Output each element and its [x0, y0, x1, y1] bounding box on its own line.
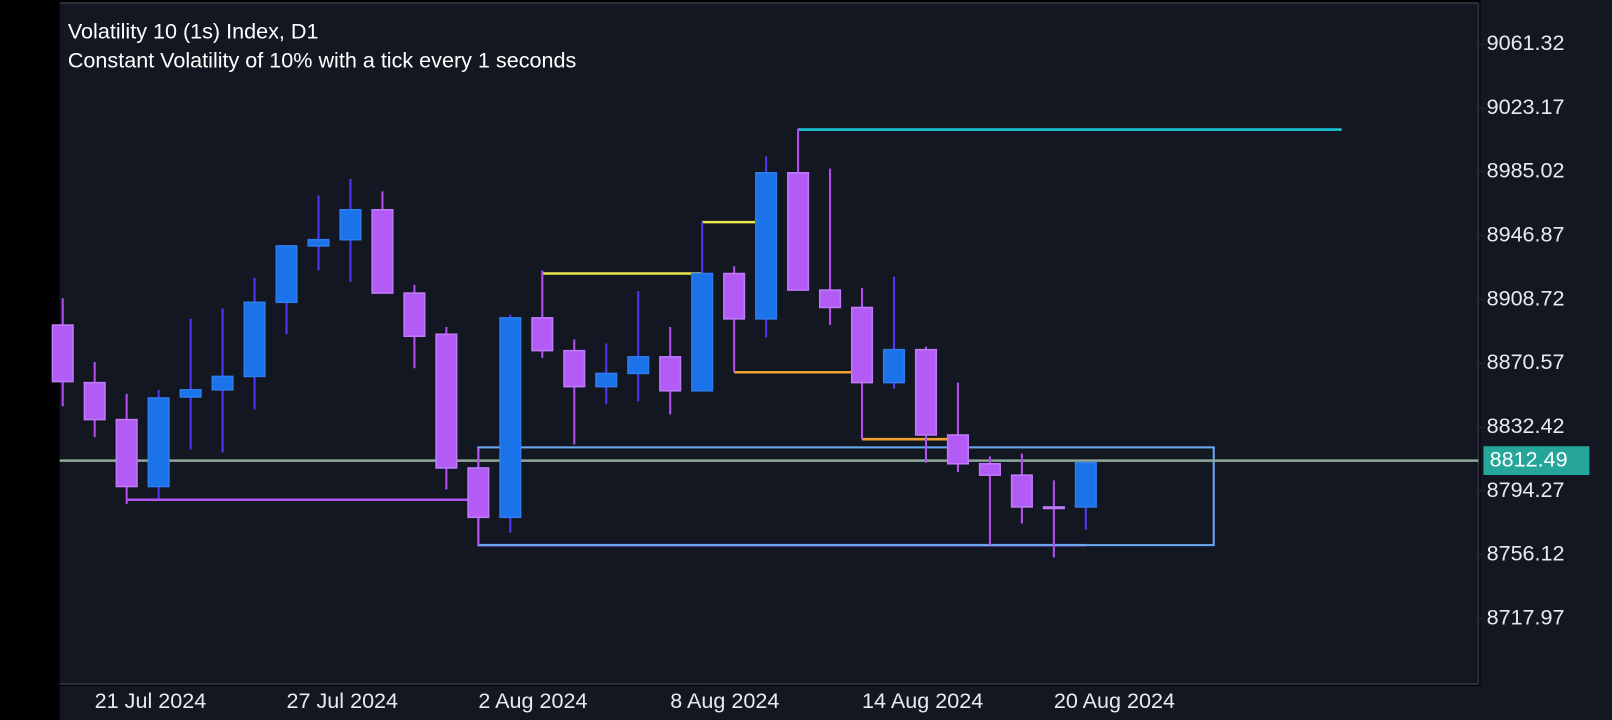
candle-body [1074, 462, 1097, 508]
candle-body [1042, 506, 1065, 510]
candle-body [307, 238, 330, 247]
y-tick-label: 8717.97 [1487, 604, 1565, 629]
last-price-box [1483, 446, 1590, 476]
candle-body [51, 324, 74, 383]
candle-body [371, 208, 394, 294]
x-tick-label: 14 Aug 2024 [862, 688, 983, 713]
chart-title: Volatility 10 (1s) Index, D1 [68, 19, 319, 44]
x-tick-label: 27 Jul 2024 [287, 688, 399, 713]
price-axis-area [1480, 0, 1612, 720]
candle-body [467, 467, 490, 519]
candle-body [435, 333, 458, 469]
candle-body [339, 208, 362, 241]
candle-body [914, 348, 938, 436]
candle-body [850, 306, 874, 384]
axes: 9061.32 9023.17 8985.02 8946.87 8908.72 8870.… [95, 30, 1590, 713]
candle-body [403, 292, 426, 338]
candle-body [978, 463, 1001, 476]
candle-body [882, 348, 906, 384]
candle-body [627, 356, 650, 375]
x-tick-label: 20 Aug 2024 [1054, 688, 1175, 713]
candle-body [499, 317, 522, 519]
candles [51, 128, 1097, 558]
y-tick-label: 8756.12 [1487, 541, 1565, 566]
x-tick-label: 21 Jul 2024 [95, 688, 207, 713]
candle-body [147, 397, 170, 488]
candle-body [595, 372, 618, 388]
candle-body [563, 349, 586, 388]
candle-body [531, 317, 554, 352]
x-tick-label: 2 Aug 2024 [478, 688, 587, 713]
last-price-label: 8812.49 [1490, 446, 1568, 471]
chart-subtitle: Constant Volatility of 10% with a tick e… [68, 47, 577, 72]
y-tick-label: 8832.42 [1487, 413, 1565, 438]
plot-area [59, 3, 1479, 685]
y-tick-label: 8985.02 [1487, 158, 1565, 183]
candle-body [691, 272, 714, 392]
time-axis-area [59, 686, 1481, 720]
y-tick-label: 9023.17 [1487, 94, 1565, 119]
overlays [59, 128, 1479, 547]
candle-body [243, 301, 266, 378]
candle-body [819, 289, 842, 309]
y-tick-label: 9061.32 [1487, 30, 1565, 55]
candle-body [211, 375, 234, 391]
candle-body [83, 381, 106, 421]
x-tick-label: 8 Aug 2024 [670, 688, 779, 713]
candle-body [115, 418, 138, 488]
candle-body [179, 389, 202, 398]
y-tick-label: 8870.57 [1487, 349, 1565, 374]
candle-body [659, 356, 682, 392]
y-tick-label: 8908.72 [1487, 285, 1565, 310]
candle-body [755, 171, 778, 320]
candle-body [1010, 474, 1033, 508]
candle-body [275, 245, 298, 304]
candle-body [723, 272, 746, 320]
candle-body [946, 434, 969, 465]
y-tick-label: 8946.87 [1487, 221, 1565, 246]
candle-body [787, 171, 810, 291]
y-tick-label: 8794.27 [1487, 477, 1565, 502]
